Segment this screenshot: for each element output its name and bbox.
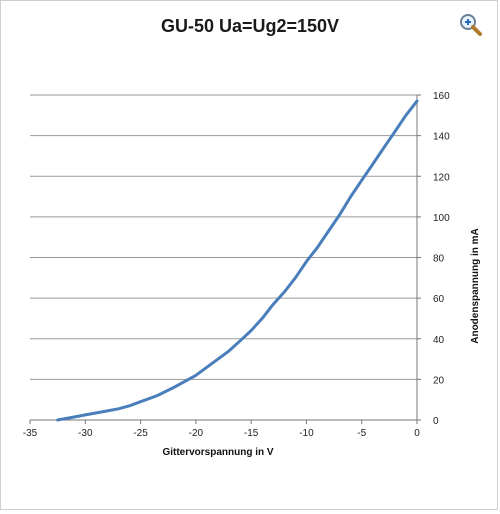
x-axis-label: Gittervorspannung in V — [162, 447, 273, 458]
series-line — [56, 99, 419, 422]
x-tick-label: -20 — [189, 428, 204, 439]
y-axis-ticks: 0 20 40 60 80 100 120 140 160 — [417, 91, 450, 427]
x-tick-label: -35 — [23, 428, 38, 439]
x-tick-label: -5 — [357, 428, 366, 439]
y-tick-label: 140 — [433, 132, 450, 143]
y-tick-label: 40 — [433, 335, 445, 346]
x-tick-label: -10 — [299, 428, 314, 439]
x-tick-label: -15 — [244, 428, 259, 439]
zoom-button[interactable] — [458, 12, 484, 38]
gridlines — [30, 94, 417, 421]
x-tick-label: -25 — [133, 428, 148, 439]
y-tick-label: 80 — [433, 254, 445, 265]
chart-title: GU-50 Ua=Ug2=150V — [160, 16, 340, 36]
y-tick-label: 120 — [433, 172, 450, 183]
magnifier-plus-icon — [460, 14, 482, 36]
y-tick-label: 100 — [433, 213, 450, 224]
y-tick-label: 0 — [433, 416, 439, 427]
y-axis-label: Anodenspannung in mA — [470, 228, 481, 344]
y-tick-label: 160 — [433, 91, 450, 102]
x-axis-ticks: -35 -30 -25 -20 -15 -10 -5 0 — [23, 420, 420, 439]
x-tick-label: 0 — [414, 428, 420, 439]
y-tick-label: 20 — [433, 375, 445, 386]
y-tick-label: 60 — [433, 294, 445, 305]
x-tick-label: -30 — [78, 428, 93, 439]
